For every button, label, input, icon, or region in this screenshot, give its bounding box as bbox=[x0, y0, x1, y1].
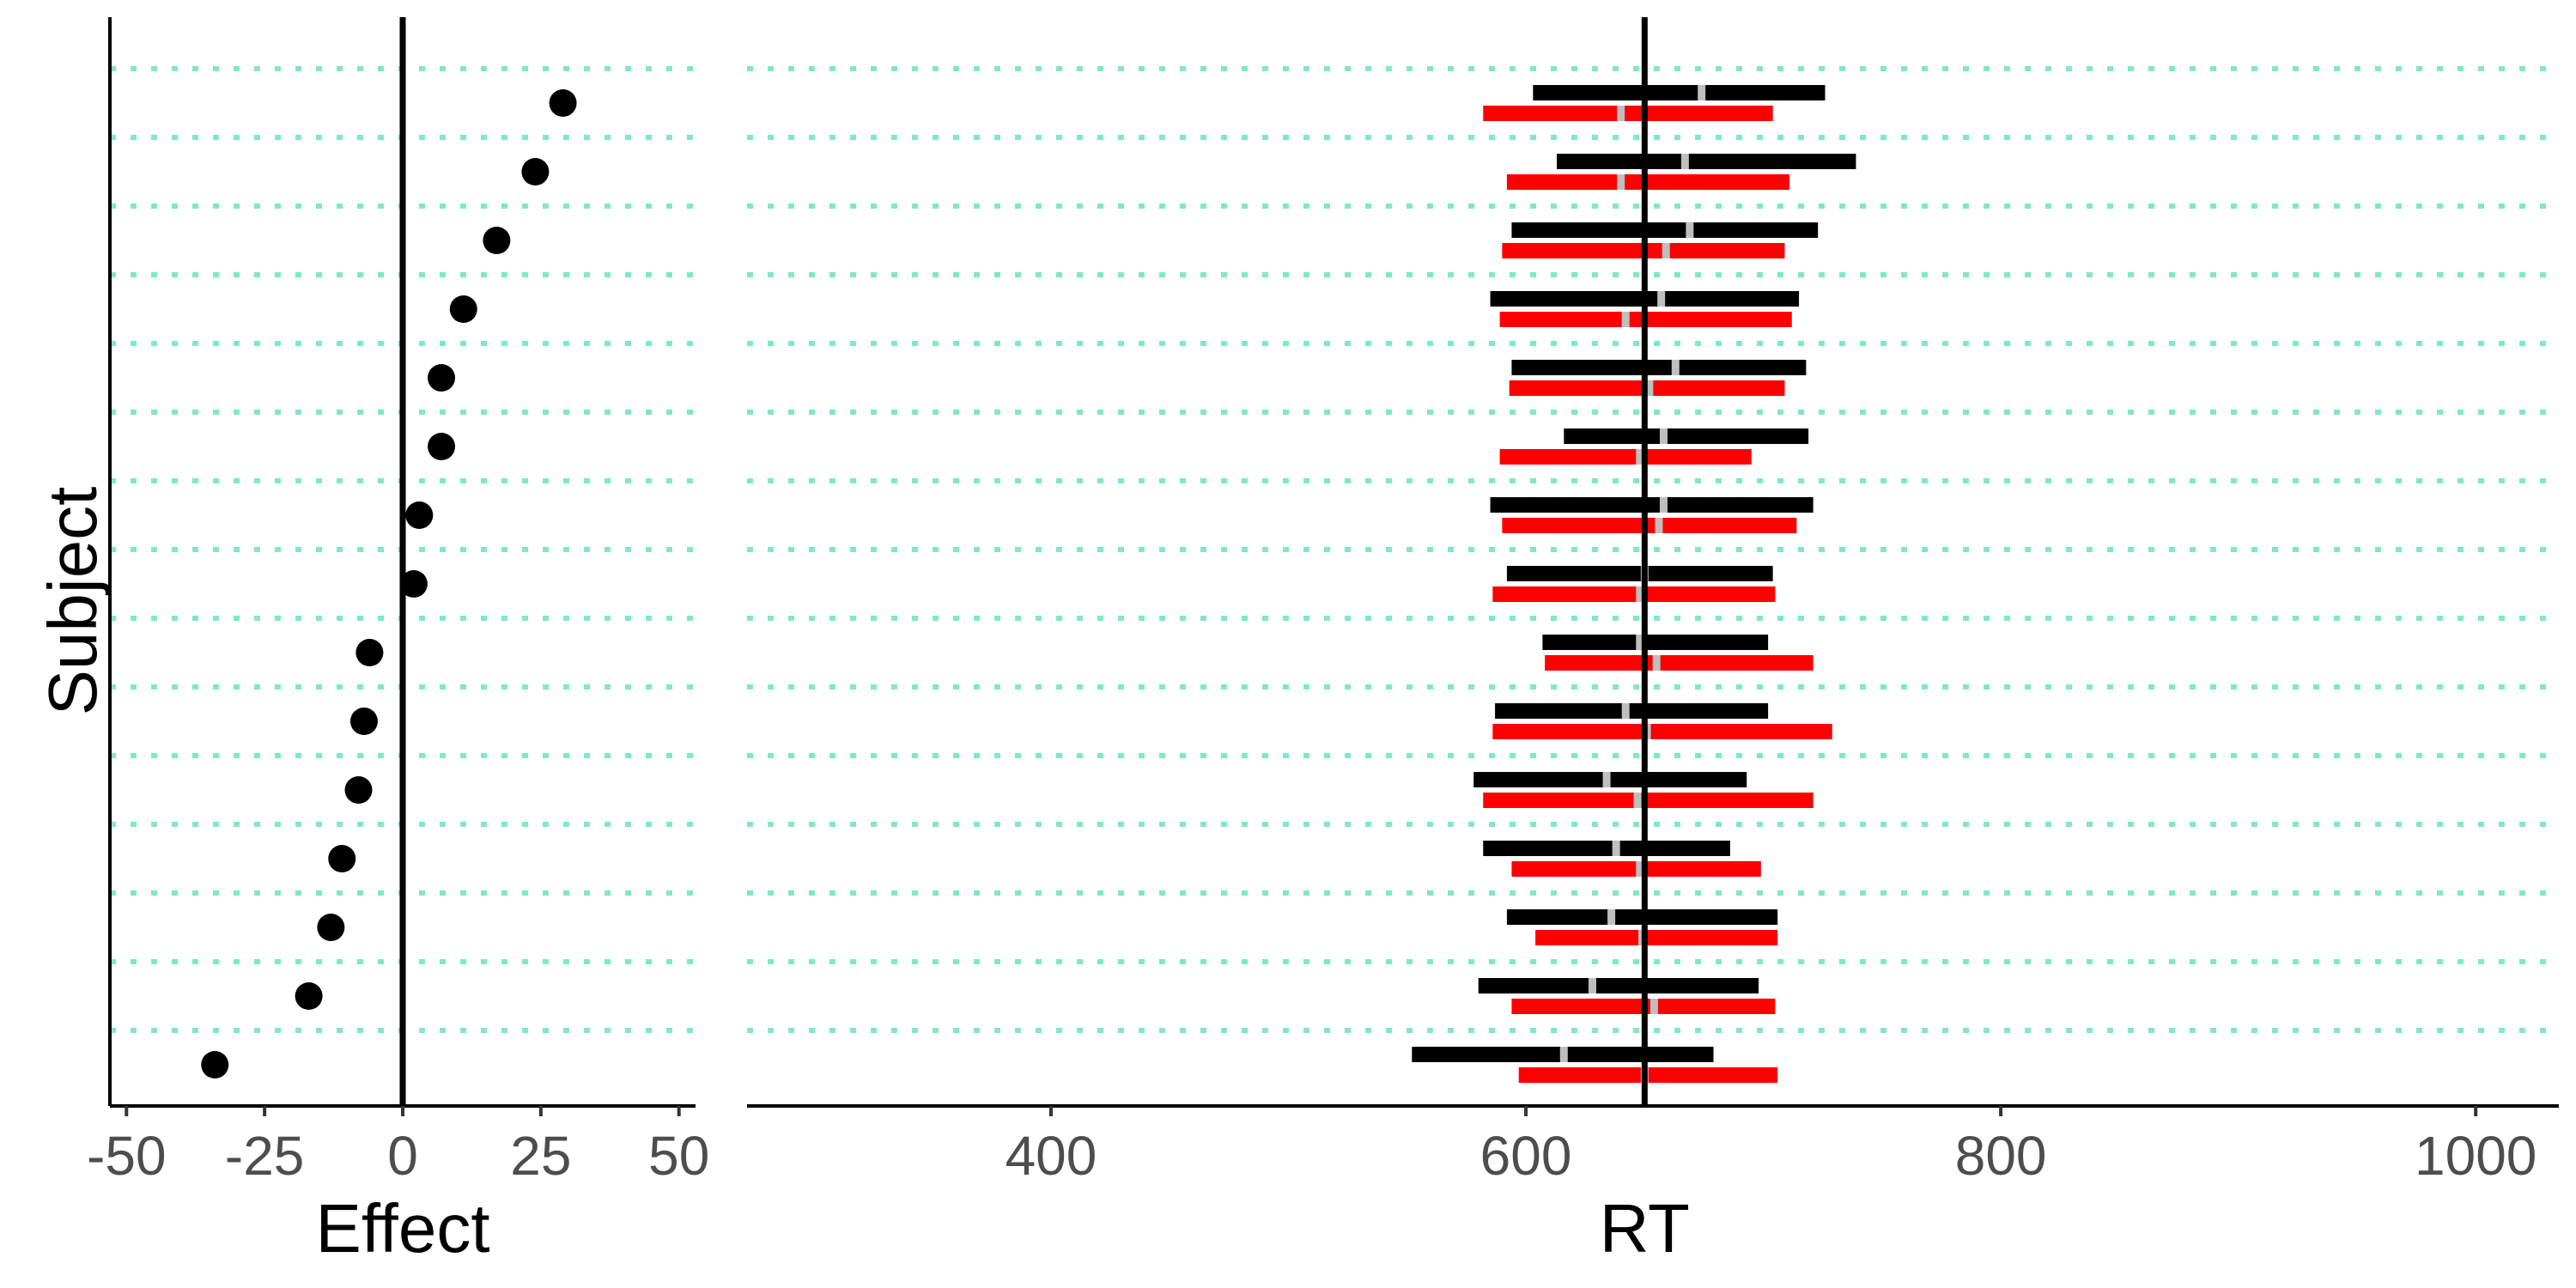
effect-point bbox=[328, 845, 356, 872]
effect-point bbox=[355, 639, 384, 666]
effect-point bbox=[521, 158, 550, 185]
effect-x-tick-label: 25 bbox=[510, 1125, 571, 1187]
effect-points bbox=[201, 17, 577, 1106]
effect-point bbox=[428, 433, 456, 460]
effect-x-tick-label: 0 bbox=[387, 1125, 418, 1187]
effect-axis-title: Effect bbox=[315, 1190, 489, 1267]
effect-point bbox=[344, 776, 373, 804]
tick-labels: -50 -25 0 25 50 400 600 800 1000 bbox=[87, 1125, 2537, 1187]
effect-point bbox=[483, 227, 511, 254]
effect-point bbox=[201, 1051, 229, 1078]
effect-x-tick-label: -50 bbox=[87, 1125, 167, 1187]
effect-x-tick-label: 50 bbox=[648, 1125, 709, 1187]
effect-point bbox=[428, 364, 456, 392]
effect-point bbox=[295, 982, 323, 1010]
axes bbox=[108, 17, 2559, 1116]
rt-intervals bbox=[1412, 17, 1856, 1106]
effect-x-tick-label: -25 bbox=[225, 1125, 305, 1187]
effect-point bbox=[405, 501, 434, 529]
rt-x-tick-label: 800 bbox=[1955, 1125, 2047, 1187]
effect-point bbox=[349, 708, 378, 735]
rt-x-tick-label: 1000 bbox=[2415, 1125, 2537, 1187]
effect-point bbox=[549, 89, 577, 117]
rt-x-tick-label: 600 bbox=[1480, 1125, 1572, 1187]
effect-point bbox=[449, 295, 477, 323]
rt-x-tick-label: 400 bbox=[1005, 1125, 1097, 1187]
subject-axis-title: Subject bbox=[34, 487, 111, 716]
effect-point bbox=[317, 914, 345, 941]
effect-point bbox=[399, 570, 428, 598]
rt-axis-title: RT bbox=[1600, 1190, 1690, 1267]
rt-panel-grid bbox=[747, 66, 2559, 1033]
